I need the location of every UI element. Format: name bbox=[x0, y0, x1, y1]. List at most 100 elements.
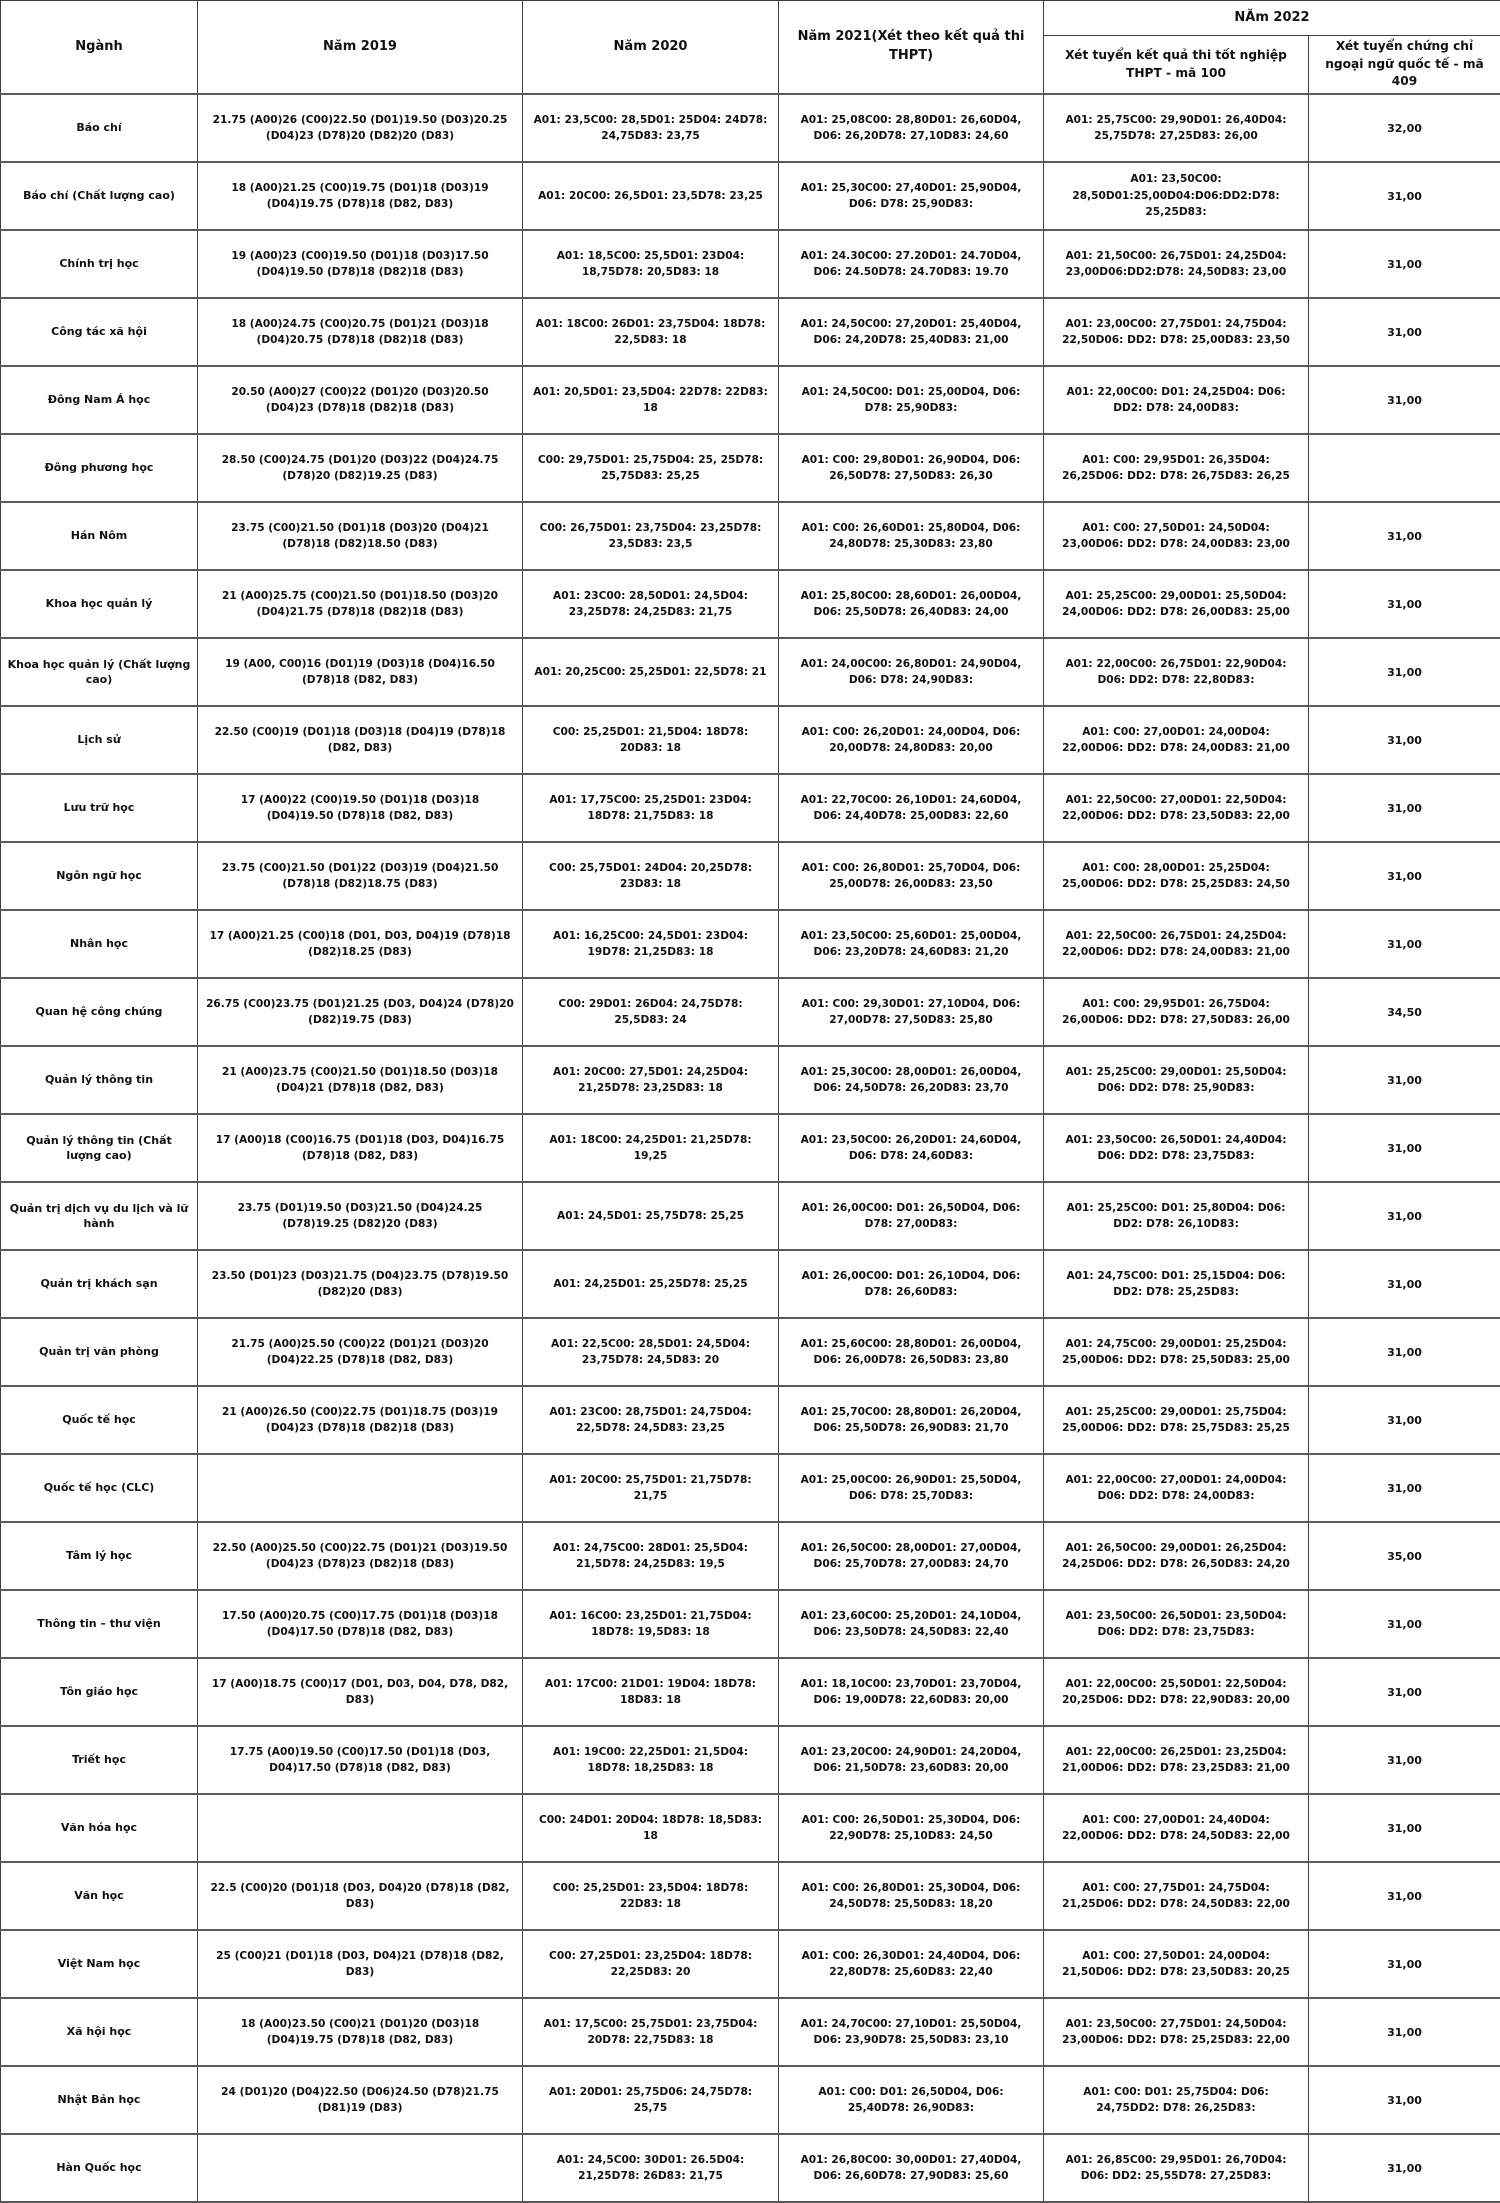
score-2022-ma100: A01: C00: 28,00D01: 25,25D04: 25,00D06: … bbox=[1044, 842, 1309, 910]
score-2021: A01: 25,80C00: 28,60D01: 26,00D04, D06: … bbox=[779, 570, 1044, 638]
major-name: Hàn Quốc học bbox=[1, 2134, 198, 2202]
major-name: Báo chí (Chất lượng cao) bbox=[1, 162, 198, 230]
score-2022-ma100: A01: 25,25C00: 29,00D01: 25,50D04: 24,00… bbox=[1044, 570, 1309, 638]
table-row: Nhật Bản học 24 (D01)20 (D04)22.50 (D06)… bbox=[1, 2066, 1500, 2134]
major-name: Tôn giáo học bbox=[1, 1658, 198, 1726]
score-2019: 23.75 (D01)19.50 (D03)21.50 (D04)24.25 (… bbox=[198, 1182, 523, 1250]
score-2022-ma409: 31,00 bbox=[1309, 298, 1500, 366]
score-2019: 22.50 (A00)25.50 (C00)22.75 (D01)21 (D03… bbox=[198, 1522, 523, 1590]
score-2022-ma409: 31,00 bbox=[1309, 1386, 1500, 1454]
table-row: Quản trị văn phòng 21.75 (A00)25.50 (C00… bbox=[1, 1318, 1500, 1386]
score-2021: A01: 23,60C00: 25,20D01: 24,10D04, D06: … bbox=[779, 1590, 1044, 1658]
table-row: Xã hội học 18 (A00)23.50 (C00)21 (D01)20… bbox=[1, 1998, 1500, 2066]
score-2019: 21 (A00)26.50 (C00)22.75 (D01)18.75 (D03… bbox=[198, 1386, 523, 1454]
score-2020: A01: 24,25D01: 25,25D78: 25,25 bbox=[523, 1250, 779, 1318]
score-2022-ma409: 31,00 bbox=[1309, 1182, 1500, 1250]
score-2019: 17.50 (A00)20.75 (C00)17.75 (D01)18 (D03… bbox=[198, 1590, 523, 1658]
score-2020: A01: 18C00: 24,25D01: 21,25D78: 19,25 bbox=[523, 1114, 779, 1182]
major-name: Lưu trữ học bbox=[1, 774, 198, 842]
score-2022-ma100: A01: 23,00C00: 27,75D01: 24,75D04: 22,50… bbox=[1044, 298, 1309, 366]
score-2021: A01: C00: 26,30D01: 24,40D04, D06: 22,80… bbox=[779, 1930, 1044, 1998]
score-2022-ma100: A01: C00: 27,75D01: 24,75D04: 21,25D06: … bbox=[1044, 1862, 1309, 1930]
score-2020: A01: 20,5D01: 23,5D04: 22D78: 22D83: 18 bbox=[523, 366, 779, 434]
score-2021: A01: 25,30C00: 28,00D01: 26,00D04, D06: … bbox=[779, 1046, 1044, 1114]
score-2022-ma100: A01: 24,75C00: D01: 25,15D04: D06: DD2: … bbox=[1044, 1250, 1309, 1318]
score-2019: 21.75 (A00)26 (C00)22.50 (D01)19.50 (D03… bbox=[198, 94, 523, 162]
score-2020: A01: 24,5D01: 25,75D78: 25,25 bbox=[523, 1182, 779, 1250]
score-2022-ma409: 31,00 bbox=[1309, 162, 1500, 230]
score-2022-ma409: 31,00 bbox=[1309, 1454, 1500, 1522]
column-header-nganh: Ngành bbox=[1, 1, 198, 95]
score-2022-ma409: 31,00 bbox=[1309, 706, 1500, 774]
score-2022-ma100: A01: 26,50C00: 29,00D01: 26,25D04: 24,25… bbox=[1044, 1522, 1309, 1590]
score-2020: C00: 26,75D01: 23,75D04: 23,25D78: 23,5D… bbox=[523, 502, 779, 570]
score-2022-ma100: A01: 25,25C00: 29,00D01: 25,50D04: D06: … bbox=[1044, 1046, 1309, 1114]
score-2022-ma409: 31,00 bbox=[1309, 1046, 1500, 1114]
score-2021: A01: 25,70C00: 28,80D01: 26,20D04, D06: … bbox=[779, 1386, 1044, 1454]
major-name: Thông tin – thư viện bbox=[1, 1590, 198, 1658]
score-2021: A01: 26,50C00: 28,00D01: 27,00D04, D06: … bbox=[779, 1522, 1044, 1590]
score-2022-ma100: A01: C00: 27,00D01: 24,40D04: 22,00D06: … bbox=[1044, 1794, 1309, 1862]
score-2021: A01: 26,00C00: D01: 26,10D04, D06: D78: … bbox=[779, 1250, 1044, 1318]
major-name: Ngôn ngữ học bbox=[1, 842, 198, 910]
score-2021: A01: C00: 26,80D01: 25,70D04, D06: 25,00… bbox=[779, 842, 1044, 910]
score-2019: 23.75 (C00)21.50 (D01)22 (D03)19 (D04)21… bbox=[198, 842, 523, 910]
score-2019: 19 (A00)23 (C00)19.50 (D01)18 (D03)17.50… bbox=[198, 230, 523, 298]
score-2021: A01: 23,50C00: 26,20D01: 24,60D04, D06: … bbox=[779, 1114, 1044, 1182]
score-2022-ma100: A01: 23,50C00: 28,50D01:25,00D04:D06:DD2… bbox=[1044, 162, 1309, 230]
score-2022-ma409 bbox=[1309, 434, 1500, 502]
score-2022-ma100: A01: 22,00C00: 25,50D01: 22,50D04: 20,25… bbox=[1044, 1658, 1309, 1726]
score-2020: A01: 17,5C00: 25,75D01: 23,75D04: 20D78:… bbox=[523, 1998, 779, 2066]
major-name: Quản lý thông tin (Chất lượng cao) bbox=[1, 1114, 198, 1182]
score-2019: 26.75 (C00)23.75 (D01)21.25 (D03, D04)24… bbox=[198, 978, 523, 1046]
table-row: Tôn giáo học 17 (A00)18.75 (C00)17 (D01,… bbox=[1, 1658, 1500, 1726]
score-2022-ma100: A01: 25,75C00: 29,90D01: 26,40D04: 25,75… bbox=[1044, 94, 1309, 162]
major-name: Quốc tế học (CLC) bbox=[1, 1454, 198, 1522]
column-header-2022-ma100: Xét tuyển kết quả thi tốt nghiệp THPT - … bbox=[1044, 36, 1309, 95]
major-name: Quản trị dịch vụ du lịch và lữ hành bbox=[1, 1182, 198, 1250]
score-2022-ma409: 31,00 bbox=[1309, 1658, 1500, 1726]
table-row: Hán Nôm 23.75 (C00)21.50 (D01)18 (D03)20… bbox=[1, 502, 1500, 570]
score-2020: C00: 27,25D01: 23,25D04: 18D78: 22,25D83… bbox=[523, 1930, 779, 1998]
score-2019: 24 (D01)20 (D04)22.50 (D06)24.50 (D78)21… bbox=[198, 2066, 523, 2134]
table-row: Quản lý thông tin (Chất lượng cao) 17 (A… bbox=[1, 1114, 1500, 1182]
score-2021: A01: 26,00C00: D01: 26,50D04, D06: D78: … bbox=[779, 1182, 1044, 1250]
table-row: Nhân học 17 (A00)21.25 (C00)18 (D01, D03… bbox=[1, 910, 1500, 978]
score-2020: A01: 16C00: 23,25D01: 21,75D04: 18D78: 1… bbox=[523, 1590, 779, 1658]
score-2022-ma409: 31,00 bbox=[1309, 638, 1500, 706]
score-2020: A01: 19C00: 22,25D01: 21,5D04: 18D78: 18… bbox=[523, 1726, 779, 1794]
score-2022-ma100: A01: C00: D01: 25,75D04: D06: 24,75DD2: … bbox=[1044, 2066, 1309, 2134]
table-row: Khoa học quản lý (Chất lượng cao) 19 (A0… bbox=[1, 638, 1500, 706]
score-2022-ma409: 31,00 bbox=[1309, 502, 1500, 570]
score-2021: A01: 23,50C00: 25,60D01: 25,00D04, D06: … bbox=[779, 910, 1044, 978]
table-row: Báo chí 21.75 (A00)26 (C00)22.50 (D01)19… bbox=[1, 94, 1500, 162]
score-2022-ma100: A01: 22,00C00: D01: 24,25D04: D06: DD2: … bbox=[1044, 366, 1309, 434]
score-2019: 17 (A00)21.25 (C00)18 (D01, D03, D04)19 … bbox=[198, 910, 523, 978]
score-2019 bbox=[198, 1794, 523, 1862]
score-2019: 25 (C00)21 (D01)18 (D03, D04)21 (D78)18 … bbox=[198, 1930, 523, 1998]
major-name: Quốc tế học bbox=[1, 1386, 198, 1454]
score-2022-ma100: A01: C00: 29,95D01: 26,35D04: 26,25D06: … bbox=[1044, 434, 1309, 502]
score-2020: A01: 20C00: 25,75D01: 21,75D78: 21,75 bbox=[523, 1454, 779, 1522]
table-row: Đông phương học 28.50 (C00)24.75 (D01)20… bbox=[1, 434, 1500, 502]
score-2020: A01: 22,5C00: 28,5D01: 24,5D04: 23,75D78… bbox=[523, 1318, 779, 1386]
score-2020: A01: 23,5C00: 28,5D01: 25D04: 24D78: 24,… bbox=[523, 94, 779, 162]
score-2019: 17 (A00)22 (C00)19.50 (D01)18 (D03)18 (D… bbox=[198, 774, 523, 842]
column-header-2022-group: NĂm 2022 bbox=[1044, 1, 1500, 36]
score-2019: 18 (A00)24.75 (C00)20.75 (D01)21 (D03)18… bbox=[198, 298, 523, 366]
table-row: Văn học 22.5 (C00)20 (D01)18 (D03, D04)2… bbox=[1, 1862, 1500, 1930]
score-2020: A01: 17,75C00: 25,25D01: 23D04: 18D78: 2… bbox=[523, 774, 779, 842]
major-name: Việt Nam học bbox=[1, 1930, 198, 1998]
major-name: Đông phương học bbox=[1, 434, 198, 502]
major-name: Quan hệ công chúng bbox=[1, 978, 198, 1046]
score-2022-ma100: A01: 22,00C00: 27,00D01: 24,00D04: D06: … bbox=[1044, 1454, 1309, 1522]
score-2022-ma100: A01: 23,50C00: 26,50D01: 23,50D04: D06: … bbox=[1044, 1590, 1309, 1658]
score-2020: C00: 25,25D01: 23,5D04: 18D78: 22D83: 18 bbox=[523, 1862, 779, 1930]
table-row: Quản lý thông tin 21 (A00)23.75 (C00)21.… bbox=[1, 1046, 1500, 1114]
table-body: Báo chí 21.75 (A00)26 (C00)22.50 (D01)19… bbox=[1, 94, 1500, 2202]
table-row: Lưu trữ học 17 (A00)22 (C00)19.50 (D01)1… bbox=[1, 774, 1500, 842]
score-2022-ma100: A01: C00: 27,00D01: 24,00D04: 22,00D06: … bbox=[1044, 706, 1309, 774]
score-2022-ma100: A01: 26,85C00: 29,95D01: 26,70D04: D06: … bbox=[1044, 2134, 1309, 2202]
table-row: Khoa học quản lý 21 (A00)25.75 (C00)21.5… bbox=[1, 570, 1500, 638]
score-2020: A01: 17C00: 21D01: 19D04: 18D78: 18D83: … bbox=[523, 1658, 779, 1726]
